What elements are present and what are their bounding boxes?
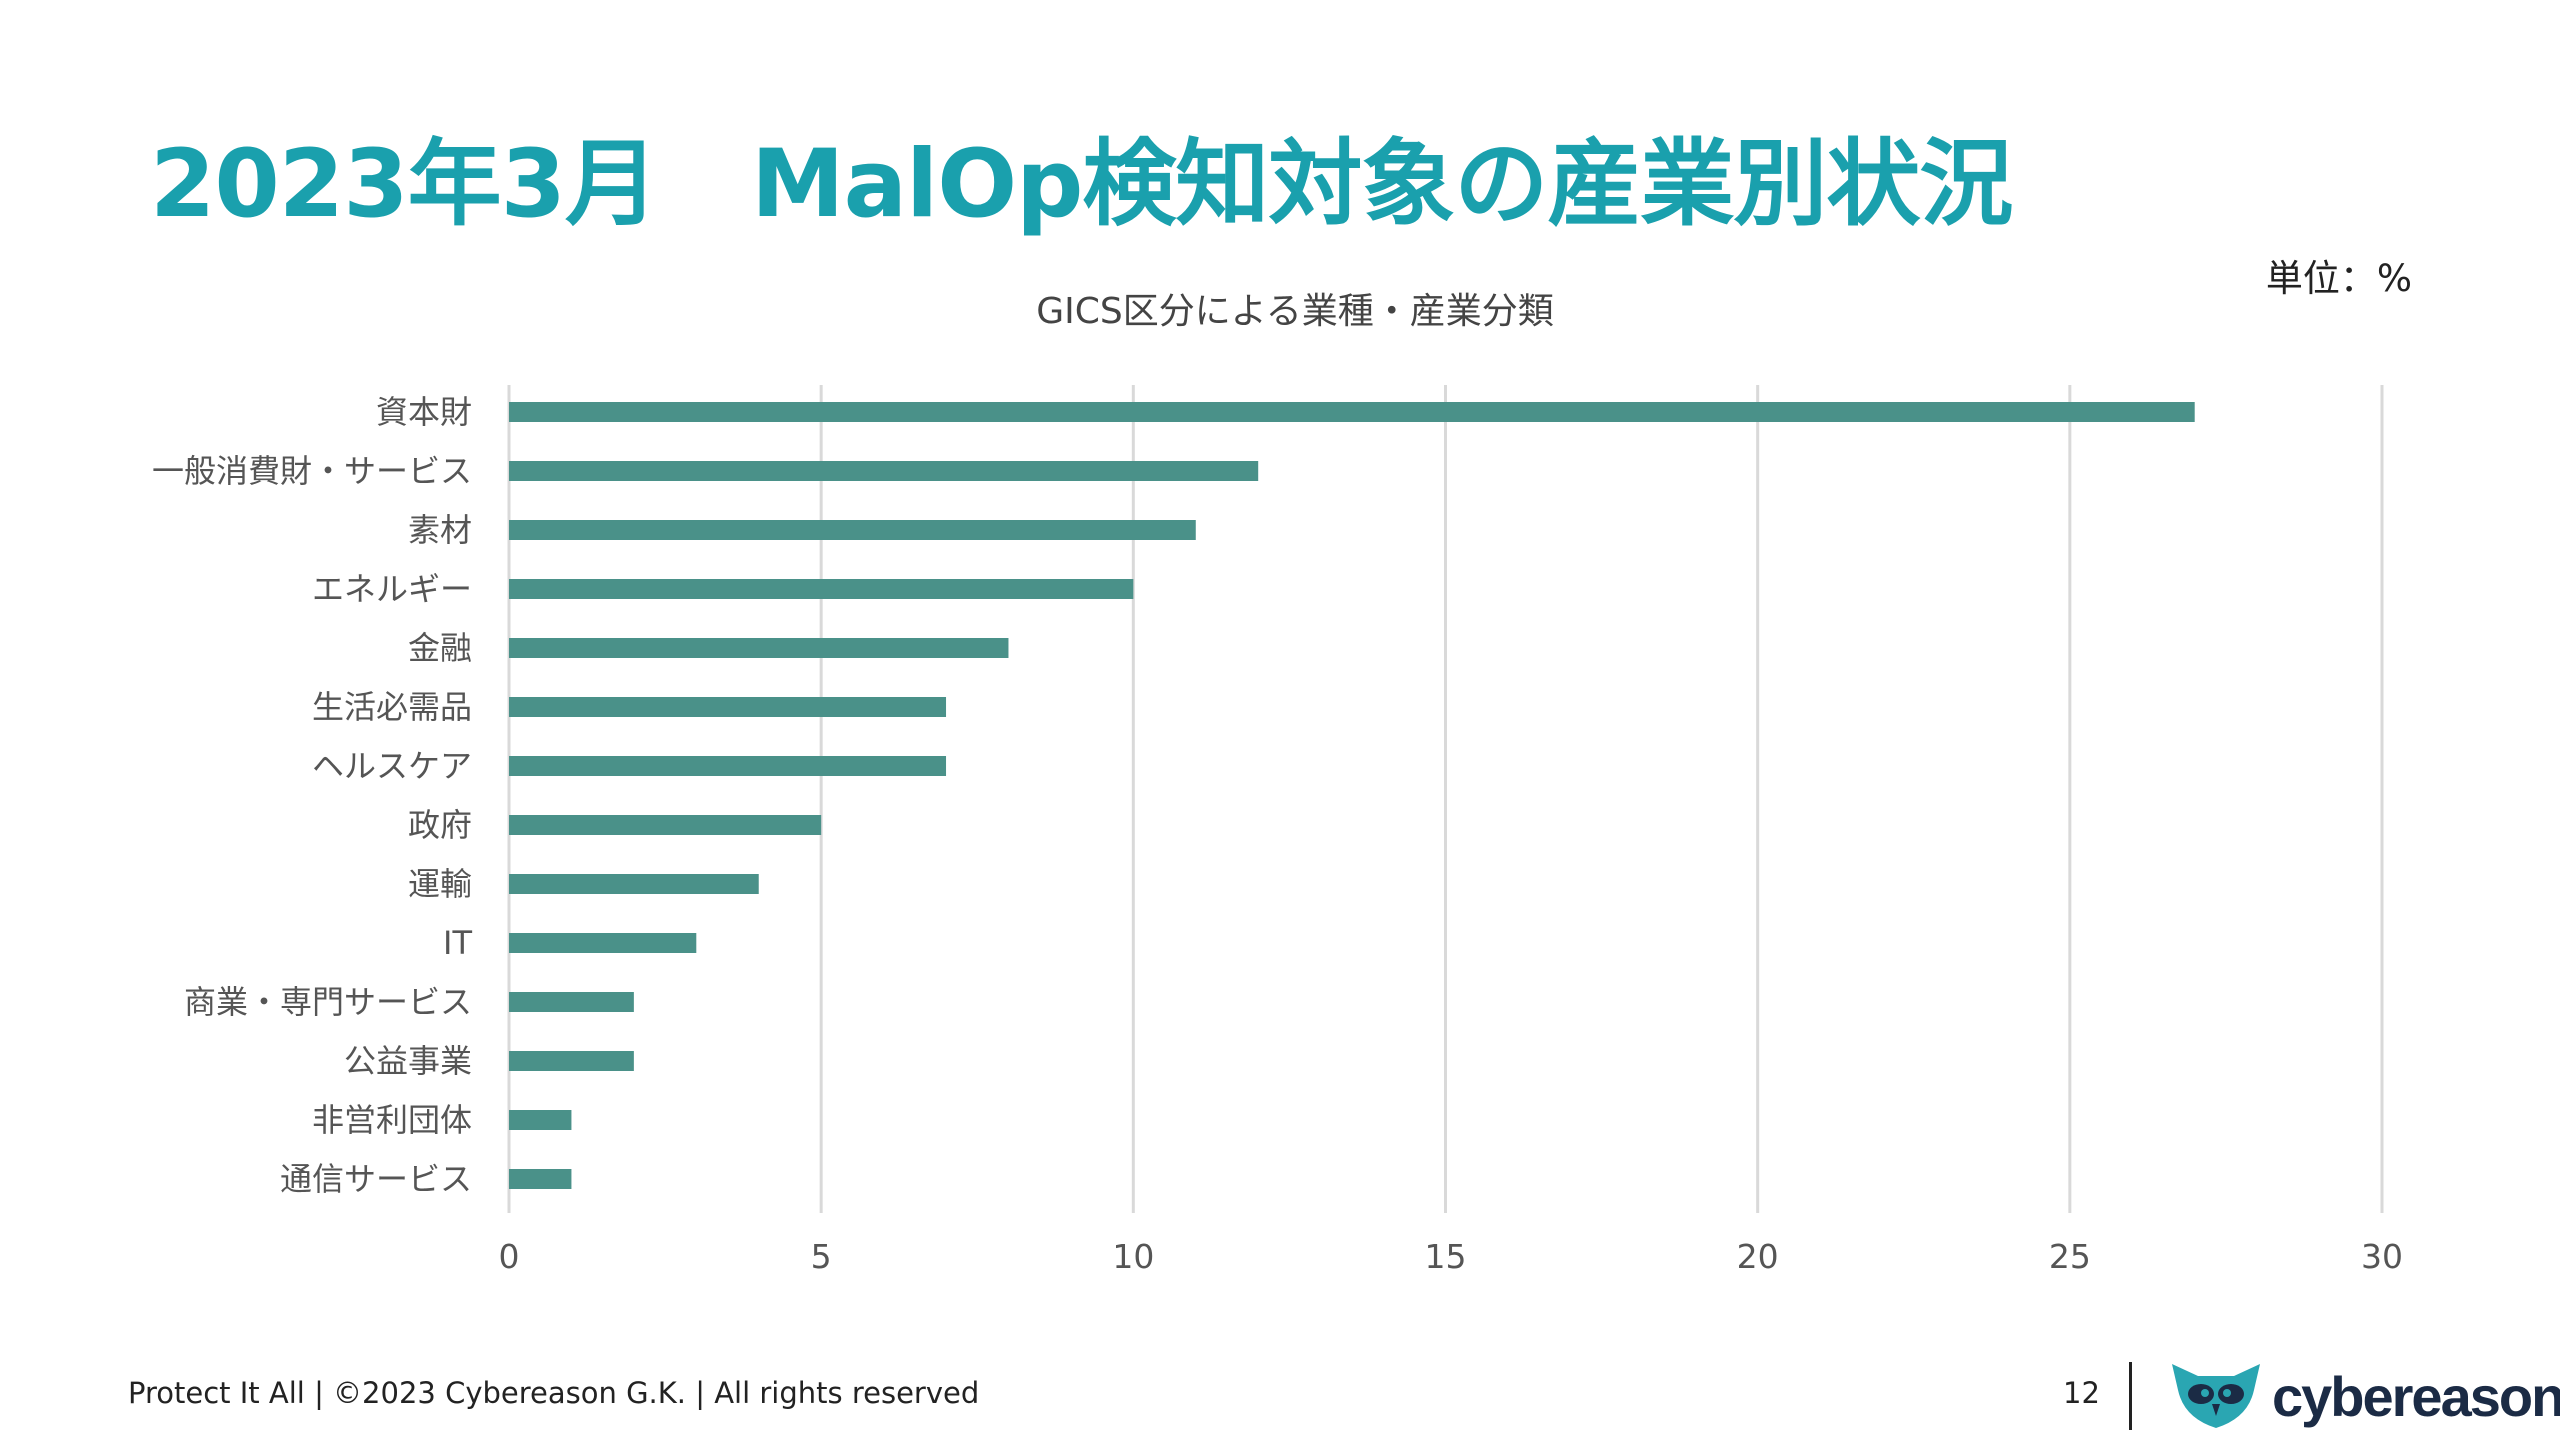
bar xyxy=(509,1110,572,1130)
category-label: 生活必需品 xyxy=(312,688,472,726)
bar xyxy=(509,815,822,835)
bar xyxy=(509,933,697,953)
bar xyxy=(509,1169,572,1189)
x-tick-label: 25 xyxy=(2049,1237,2091,1276)
x-tick-label: 30 xyxy=(2361,1237,2403,1276)
footer-divider xyxy=(2129,1362,2132,1430)
category-label: 通信サービス xyxy=(280,1160,472,1198)
bar xyxy=(509,697,947,717)
page-number: 12 xyxy=(2063,1376,2100,1410)
category-label: 公益事業 xyxy=(344,1042,472,1080)
unit-label: 単位：% xyxy=(2265,257,2412,300)
bar xyxy=(509,579,1134,599)
category-label: IT xyxy=(443,924,472,962)
x-tick-label: 5 xyxy=(811,1237,832,1276)
x-tick-label: 20 xyxy=(1737,1237,1779,1276)
category-label: 一般消費財・サービス xyxy=(152,452,472,490)
category-label: 素材 xyxy=(408,511,472,549)
bar xyxy=(509,874,759,894)
category-label: 非営利団体 xyxy=(312,1101,472,1139)
slide-title: 2023年3月 MalOp検知対象の産業別状況 xyxy=(150,130,2013,239)
category-label: 商業・専門サービス xyxy=(184,983,472,1021)
category-label: 運輸 xyxy=(408,865,472,903)
grid-lines xyxy=(507,385,2384,1213)
category-label: 政府 xyxy=(408,806,472,844)
category-label: 資本財 xyxy=(376,393,472,431)
bar xyxy=(509,638,1009,658)
bar xyxy=(509,520,1196,540)
category-label: 金融 xyxy=(408,629,472,667)
footer-copyright: Protect It All | ©2023 Cybereason G.K. |… xyxy=(128,1376,980,1410)
bar xyxy=(509,992,634,1012)
x-tick-label: 15 xyxy=(1425,1237,1467,1276)
logo-wordmark: cybereason xyxy=(2272,1365,2560,1428)
bar xyxy=(509,756,947,776)
bar xyxy=(509,402,2195,422)
owl-logo-icon xyxy=(2172,1364,2260,1428)
category-label: ヘルスケア xyxy=(312,747,472,785)
category-label: エネルギー xyxy=(312,570,472,608)
bar xyxy=(509,1051,634,1071)
x-axis-tick-labels: 0 5 10 15 20 25 30 xyxy=(499,1237,2404,1276)
chart-title: GICS区分による業種・産業分類 xyxy=(1036,291,1554,332)
bar xyxy=(509,461,1259,481)
bars xyxy=(509,402,2195,1189)
x-tick-label: 10 xyxy=(1112,1237,1154,1276)
x-tick-label: 0 xyxy=(499,1237,520,1276)
